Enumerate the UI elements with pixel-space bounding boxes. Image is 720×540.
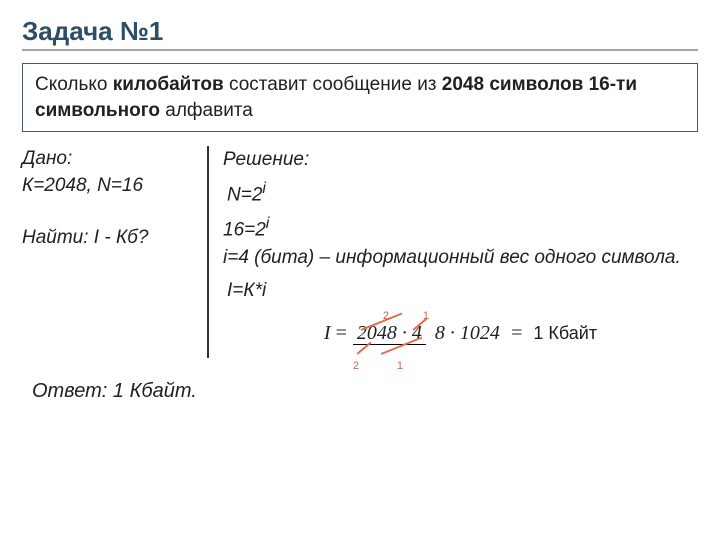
cancel-mark-2: 1 bbox=[423, 309, 429, 325]
problem-t2: составит сообщение из bbox=[224, 74, 442, 95]
cancel-mark-4: 1 bbox=[397, 359, 403, 375]
fraction-denominator: 8 · 1024 bbox=[431, 322, 504, 344]
formula-n2i: N=2i bbox=[227, 178, 698, 209]
cancel-mark-1: 2 bbox=[383, 309, 389, 325]
given-block: Дано: К=2048, N=16 Найти: I - Кб? bbox=[22, 146, 207, 357]
vertical-divider bbox=[207, 146, 209, 357]
eq-16: 16=2i bbox=[223, 213, 698, 244]
result-unit: 1 Кбайт bbox=[533, 320, 597, 346]
eq-i4: i=4 (бита) – информационный вес одного с… bbox=[223, 244, 698, 272]
solution-block: Решение: N=2i 16=2i i=4 (бита) – информа… bbox=[223, 146, 698, 357]
eq-after: = bbox=[510, 319, 524, 348]
problem-t1: Сколько bbox=[35, 74, 113, 95]
cancel-mark-3: 2 bbox=[353, 359, 359, 375]
solution-label: Решение: bbox=[223, 146, 698, 174]
formula-main: I = 2048 · 4 8 · 1024 2 1 2 1 = 1 Кбайт bbox=[223, 319, 698, 348]
given-label: Дано: bbox=[22, 146, 195, 173]
page-title: Задача №1 bbox=[22, 16, 698, 47]
given-line: К=2048, N=16 bbox=[22, 173, 195, 200]
problem-t3: алфавита bbox=[160, 100, 253, 121]
problem-statement: Сколько килобайтов составит сообщение из… bbox=[22, 63, 698, 132]
fraction-numerator: 2048 · 4 bbox=[353, 322, 426, 345]
given-find: Найти: I - Кб? bbox=[22, 225, 195, 252]
answer: Ответ: 1 Кбайт. bbox=[32, 380, 698, 403]
formula-iki: I=К*i bbox=[227, 277, 698, 305]
problem-b1: килобайтов bbox=[113, 74, 224, 95]
